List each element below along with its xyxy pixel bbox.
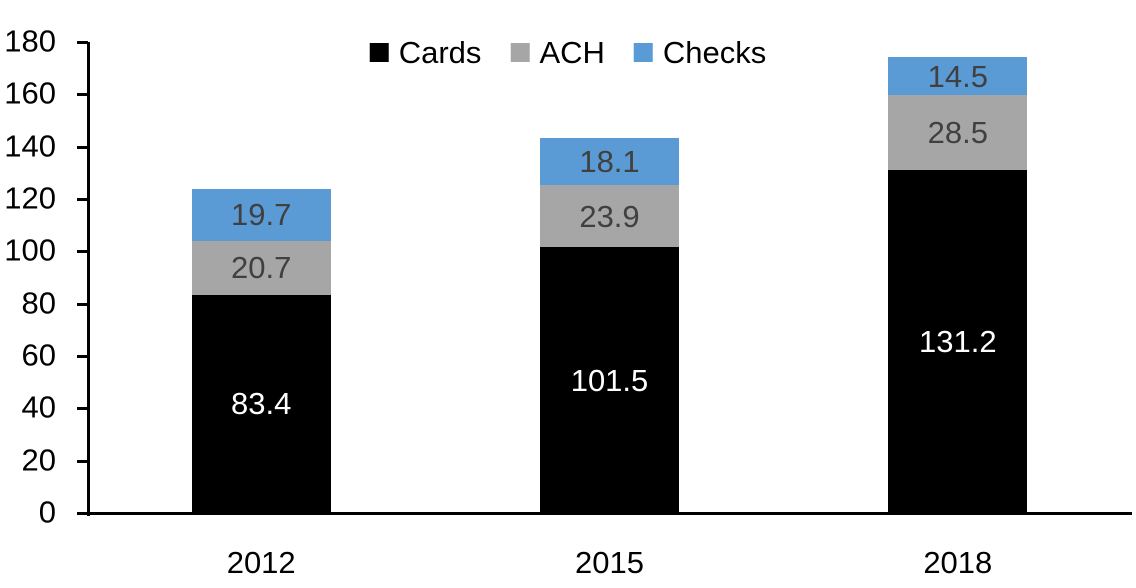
bar-value-label: 14.5 [927, 58, 988, 94]
y-axis-line [87, 42, 90, 516]
legend-swatch-icon [633, 43, 653, 62]
y-axis-tick-mark [77, 145, 88, 149]
y-axis-tick-mark [77, 198, 88, 201]
chart-legend: Cards ACH Checks [369, 35, 767, 70]
bar-segment-checks-2018: 14.5 [888, 57, 1028, 96]
bar-value-label: 101.5 [570, 362, 649, 398]
y-axis-tick-mark [77, 355, 88, 358]
y-axis-tick-mark [77, 93, 88, 97]
y-axis-tick-label: 0 [38, 494, 56, 530]
y-axis-tick-label: 80 [21, 284, 56, 320]
bar-segment-cards-2015: 101.5 [540, 247, 679, 513]
legend-item-checks: Checks [633, 35, 767, 70]
y-axis-tick-label: 140 [4, 127, 56, 163]
bar-segment-cards-2012: 83.4 [191, 294, 331, 513]
legend-swatch-icon [510, 43, 530, 62]
legend-label: ACH [539, 35, 605, 70]
bar-value-label: 19.7 [231, 197, 292, 233]
bar-value-label: 18.1 [579, 143, 640, 179]
bar-segment-ach-2012: 20.7 [191, 240, 331, 295]
x-axis-line [77, 512, 1132, 515]
legend-label: Checks [662, 35, 767, 70]
y-axis-tick-label: 120 [4, 180, 56, 216]
y-axis-tick-label: 160 [4, 75, 56, 111]
x-axis-category-label: 2015 [575, 545, 644, 580]
y-axis-tick-label: 20 [21, 441, 56, 477]
bar-segment-checks-2012: 19.7 [191, 189, 331, 241]
bar-value-label: 23.9 [579, 198, 640, 234]
bar-segment-cards-2018: 131.2 [888, 169, 1028, 513]
y-axis-tick-mark [77, 512, 88, 515]
y-axis-tick-mark [77, 459, 88, 463]
y-axis-tick-label: 40 [21, 389, 56, 425]
legend-item-cards: Cards [369, 35, 482, 70]
legend-item-ach: ACH [510, 35, 605, 70]
legend-swatch-icon [369, 43, 389, 62]
bar-value-label: 20.7 [231, 250, 292, 286]
y-axis-tick-label: 60 [21, 337, 56, 373]
y-axis-tick-label: 100 [4, 232, 56, 268]
y-axis-tick-mark [77, 302, 88, 306]
y-axis-tick-mark [77, 407, 88, 411]
legend-label: Cards [398, 35, 482, 70]
bar-segment-checks-2015: 18.1 [540, 137, 679, 185]
y-axis-tick-mark [77, 41, 88, 44]
bar-value-label: 131.2 [919, 323, 997, 359]
bar-value-label: 28.5 [927, 114, 988, 150]
y-axis-tick-label: 180 [4, 23, 56, 59]
y-axis-tick-mark [77, 250, 88, 254]
bar-segment-ach-2018: 28.5 [888, 95, 1028, 170]
bar-segment-ach-2015: 23.9 [540, 184, 679, 248]
x-axis-category-label: 2018 [923, 545, 993, 580]
x-axis-category-label: 2012 [226, 545, 296, 580]
bar-value-label: 83.4 [231, 386, 292, 422]
